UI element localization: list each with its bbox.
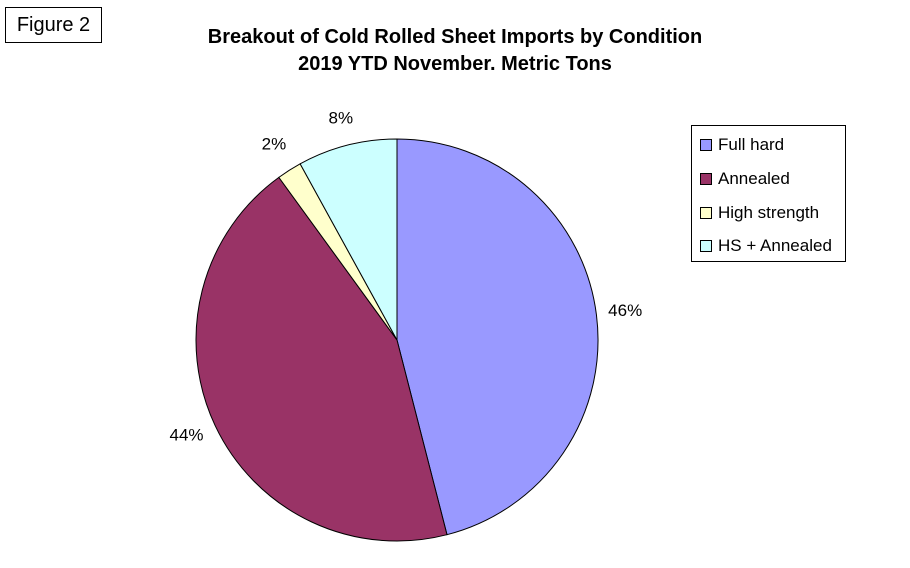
data-label-hs-annealed: 8% — [329, 109, 354, 128]
chart-legend: Full hard Annealed High strength HS + An… — [691, 125, 846, 262]
data-label-annealed: 44% — [169, 426, 203, 445]
legend-swatch — [700, 173, 712, 185]
chart-title: Breakout of Cold Rolled Sheet Imports by… — [207, 26, 703, 48]
pie-slice-full-hard — [396, 138, 599, 536]
pie-slice-hs-annealed — [299, 138, 398, 341]
pie-slice-annealed — [195, 176, 448, 542]
legend-item-full-hard: Full hard — [700, 133, 784, 157]
legend-item-high-strength: High strength — [700, 201, 819, 225]
data-label-high-strength: 2% — [262, 135, 287, 154]
legend-swatch — [700, 240, 712, 252]
legend-swatch — [700, 207, 712, 219]
legend-swatch — [700, 139, 712, 151]
figure-label: Figure 2 — [5, 7, 102, 43]
legend-label: HS + Annealed — [718, 236, 832, 255]
legend-item-annealed: Annealed — [700, 167, 790, 191]
legend-label: Annealed — [718, 169, 790, 188]
legend-label: High strength — [718, 203, 820, 222]
chart-subtitle: 2019 YTD November. Metric Tons — [298, 53, 612, 75]
legend-label: Full hard — [718, 135, 785, 154]
legend-item-hs-annealed: HS + Annealed — [700, 234, 832, 258]
data-label-full-hard: 46% — [608, 301, 642, 320]
